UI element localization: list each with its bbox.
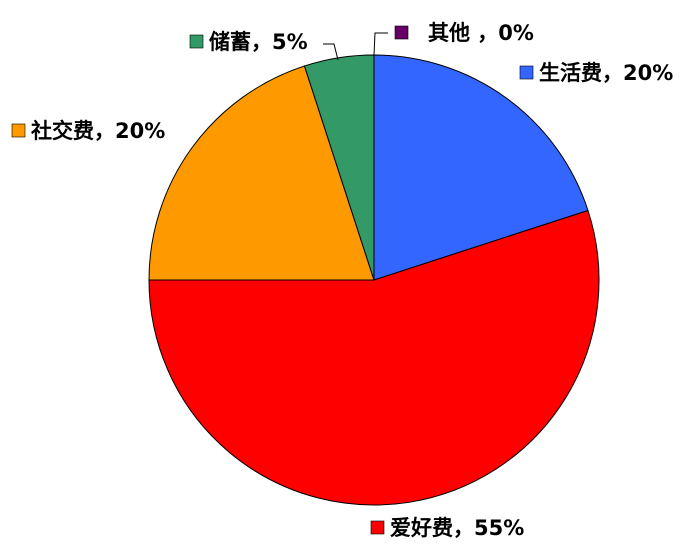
data-label-hobby: 爱好费，55% bbox=[390, 516, 524, 540]
label-other: 其他 ，0% bbox=[394, 21, 534, 45]
data-labels: 生活费，20% 爱好费，55% 社交费，20% 储蓄，5% 其他 ，0% bbox=[11, 21, 673, 540]
leader-lines bbox=[323, 32, 388, 61]
legend-key-hobby bbox=[370, 520, 385, 535]
pie-slice-social bbox=[148, 65, 375, 281]
data-label-social: 社交费，20% bbox=[30, 119, 165, 143]
legend-key-living bbox=[519, 65, 534, 80]
data-label-other: 其他 ，0% bbox=[428, 21, 534, 45]
legend-key-other bbox=[394, 25, 409, 40]
leader-line-savings bbox=[323, 43, 339, 61]
pie-slice-hobby bbox=[148, 209, 600, 506]
pie-slice-living bbox=[373, 54, 589, 281]
label-living: 生活费，20% bbox=[519, 61, 673, 85]
leader-line-other bbox=[373, 32, 388, 56]
pie-slice-savings bbox=[303, 54, 375, 281]
data-label-savings: 储蓄，5% bbox=[209, 30, 308, 54]
legend-key-social bbox=[11, 123, 26, 138]
label-social: 社交费，20% bbox=[11, 119, 165, 143]
label-savings: 储蓄，5% bbox=[189, 30, 308, 54]
data-label-living: 生活费，20% bbox=[539, 61, 673, 85]
label-hobby: 爱好费，55% bbox=[370, 516, 524, 540]
pie-slices bbox=[148, 54, 600, 506]
legend-key-savings bbox=[189, 34, 204, 49]
